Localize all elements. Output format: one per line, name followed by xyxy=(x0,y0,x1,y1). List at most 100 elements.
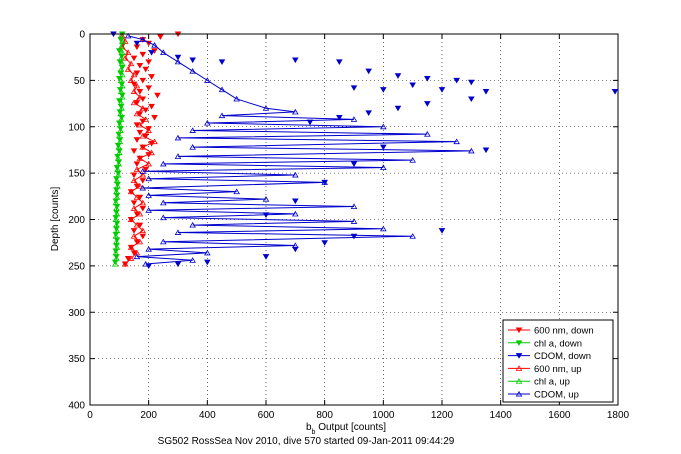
x-tick-label: 1200 xyxy=(431,410,454,421)
data-point xyxy=(133,110,141,117)
data-point xyxy=(139,36,147,43)
data-point xyxy=(145,246,152,252)
y-tick-label: 350 xyxy=(68,354,85,365)
data-point xyxy=(113,238,120,245)
data-point xyxy=(112,249,120,256)
data-point xyxy=(127,60,135,67)
data-point xyxy=(127,216,135,222)
data-point xyxy=(394,105,402,112)
data-point xyxy=(118,71,126,78)
data-point xyxy=(112,233,120,239)
legend-marker xyxy=(515,327,523,334)
data-point xyxy=(130,233,138,239)
data-point xyxy=(130,228,138,234)
y-tick-label: 100 xyxy=(68,122,85,133)
data-point xyxy=(139,51,147,58)
data-point xyxy=(160,214,167,221)
data-point xyxy=(218,86,226,93)
data-point xyxy=(133,137,141,143)
data-point xyxy=(136,121,144,128)
y-tick-label: 0 xyxy=(79,30,85,41)
data-point xyxy=(117,99,125,106)
data-point xyxy=(189,67,196,74)
data-point xyxy=(136,129,144,136)
data-point xyxy=(336,114,343,121)
legend-box xyxy=(502,319,614,403)
data-point xyxy=(127,255,135,261)
data-point xyxy=(204,259,211,266)
data-point xyxy=(233,188,240,195)
data-point xyxy=(139,199,147,206)
data-point xyxy=(136,93,144,100)
data-point xyxy=(151,42,158,48)
data-point xyxy=(204,119,211,126)
data-point xyxy=(468,79,475,86)
data-point xyxy=(160,238,167,245)
data-point xyxy=(424,101,431,107)
data-point xyxy=(160,199,167,206)
data-point xyxy=(139,132,147,139)
series-line xyxy=(114,35,123,265)
data-point xyxy=(114,182,121,189)
data-point xyxy=(292,198,299,205)
figure-caption: SG502 RossSea Nov 2010, dive 570 started… xyxy=(158,436,455,447)
data-point xyxy=(118,82,126,89)
data-point xyxy=(136,63,144,69)
data-point xyxy=(116,48,123,54)
data-point xyxy=(380,164,387,171)
data-point xyxy=(136,210,144,217)
data-point xyxy=(118,93,126,100)
data-point xyxy=(118,105,125,111)
data-point xyxy=(127,77,135,83)
legend-label: CDOM, up xyxy=(534,390,579,401)
x-axis-label-subscript: b xyxy=(312,429,316,436)
data-point xyxy=(482,147,490,154)
data-point xyxy=(124,32,132,39)
x-tick-label: 1800 xyxy=(607,410,630,421)
x-tick-label: 800 xyxy=(316,410,333,421)
data-point xyxy=(174,229,182,235)
series-line xyxy=(128,35,472,265)
data-point xyxy=(124,66,132,72)
data-point xyxy=(118,38,126,44)
data-point xyxy=(350,161,358,167)
data-point xyxy=(117,77,125,83)
data-point xyxy=(336,59,343,65)
data-point xyxy=(142,66,150,73)
data-point xyxy=(113,221,120,228)
series-line xyxy=(121,35,156,265)
data-point xyxy=(116,149,123,156)
data-point xyxy=(115,160,123,167)
data-point xyxy=(189,57,196,64)
data-point xyxy=(139,171,147,178)
data-point xyxy=(438,228,446,234)
data-point xyxy=(292,171,299,178)
data-point xyxy=(130,172,138,179)
y-axis-label: Depth [counts] xyxy=(50,187,61,252)
data-point xyxy=(136,89,144,95)
data-point xyxy=(117,54,125,61)
data-point xyxy=(189,144,196,150)
data-point xyxy=(142,260,150,267)
data-point xyxy=(118,60,126,67)
data-point xyxy=(365,68,372,75)
data-point xyxy=(113,194,121,200)
series-5 xyxy=(124,32,475,267)
data-point xyxy=(204,77,211,83)
data-point xyxy=(292,210,299,217)
x-axis-label-rest: Output [counts] xyxy=(315,422,386,433)
data-point xyxy=(139,144,147,150)
x-tick-label: 1000 xyxy=(372,410,395,421)
data-point xyxy=(130,55,138,62)
data-point xyxy=(133,194,141,200)
data-point xyxy=(130,99,138,106)
series-4 xyxy=(111,32,126,267)
data-point xyxy=(160,49,167,56)
data-point xyxy=(424,76,431,82)
data-point xyxy=(233,95,240,102)
data-point xyxy=(130,205,138,211)
data-point xyxy=(321,240,328,246)
data-point xyxy=(204,249,211,256)
data-point xyxy=(365,110,372,116)
